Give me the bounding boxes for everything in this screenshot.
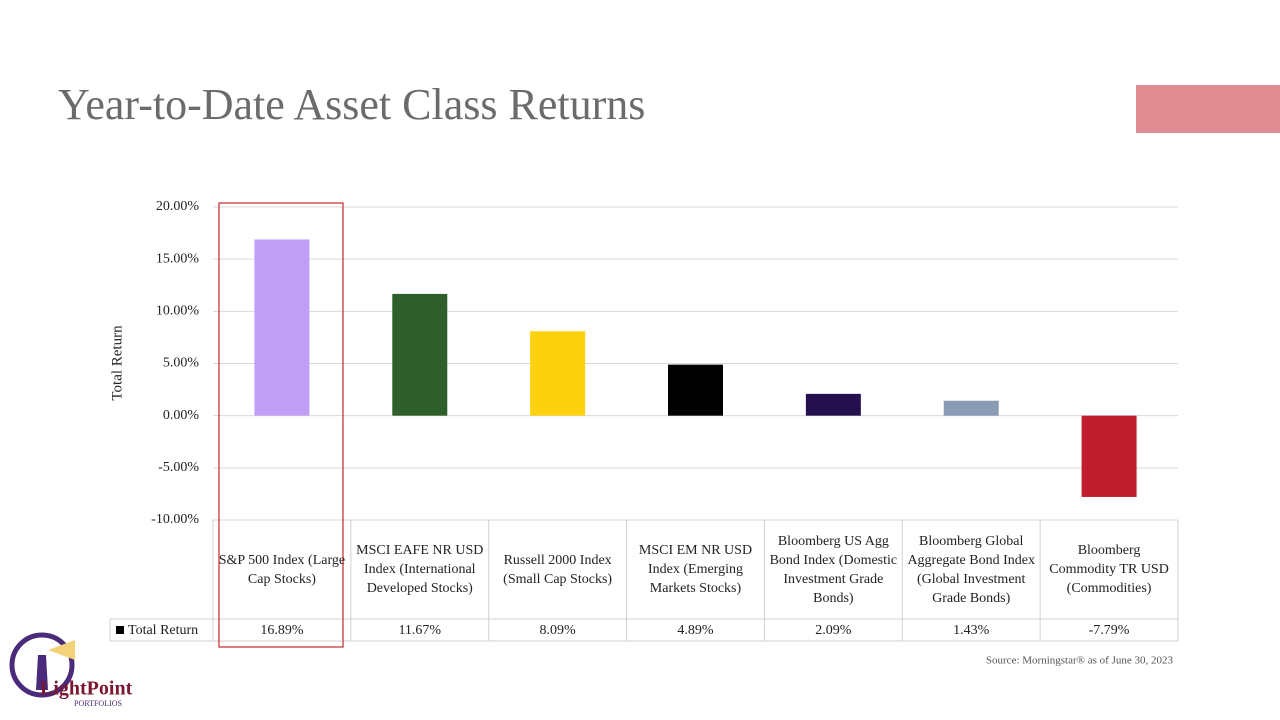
bar <box>530 331 586 416</box>
category-label: MSCI EAFE NR USD Index (International De… <box>356 543 484 596</box>
highlight-box <box>218 202 344 648</box>
logo-beam <box>48 640 75 660</box>
value-label: 4.89% <box>677 622 714 638</box>
y-tick-label: 5.00% <box>163 356 200 371</box>
accent-block <box>1136 85 1280 133</box>
logo-tower <box>36 655 48 690</box>
value-label: -7.79% <box>1088 622 1130 638</box>
y-tick-label: 15.00% <box>156 251 200 266</box>
y-tick-label: -10.00% <box>151 512 199 527</box>
category-label: Bloomberg Global Aggregate Bond Index (G… <box>907 533 1035 606</box>
logo-ring <box>9 632 75 698</box>
bar <box>254 239 310 416</box>
category-label: Bloomberg US Agg Bond Index (Domestic In… <box>769 533 898 606</box>
legend-label: Total Return <box>128 622 199 638</box>
y-axis-label: Total Return <box>109 325 125 401</box>
category-label: MSCI EM NR USD Index (Emerging Markets S… <box>638 543 753 596</box>
value-label: 11.67% <box>398 622 442 638</box>
category-label: S&P 500 Index (Large Cap Stocks) <box>218 552 346 587</box>
logo-name: LightPoint <box>40 678 133 700</box>
category-label: Bloomberg Commodity TR USD (Commodities) <box>1049 543 1169 596</box>
value-label: 8.09% <box>539 622 576 638</box>
value-label: 16.89% <box>260 622 304 638</box>
value-label: 1.43% <box>953 622 990 638</box>
bar <box>805 393 861 416</box>
legend-key <box>116 626 124 634</box>
value-label: 2.09% <box>815 622 852 638</box>
y-tick-label: -5.00% <box>158 460 199 475</box>
category-label: Russell 2000 Index (Small Cap Stocks) <box>503 552 613 587</box>
source-note: Source: Morningstar® as of June 30, 2023 <box>986 655 1174 667</box>
bar <box>1081 415 1137 497</box>
logo-tagline: PORTFOLIOS <box>74 699 122 708</box>
logo: LightPoint PORTFOLIOS <box>9 632 133 708</box>
y-tick-label: 0.00% <box>163 408 200 423</box>
bar <box>668 364 723 416</box>
chart-title: Year-to-Date Asset Class Returns <box>58 80 645 129</box>
bar <box>943 400 999 416</box>
y-tick-label: 20.00% <box>156 199 200 214</box>
bar <box>392 293 448 416</box>
y-tick-label: 10.00% <box>156 304 200 319</box>
